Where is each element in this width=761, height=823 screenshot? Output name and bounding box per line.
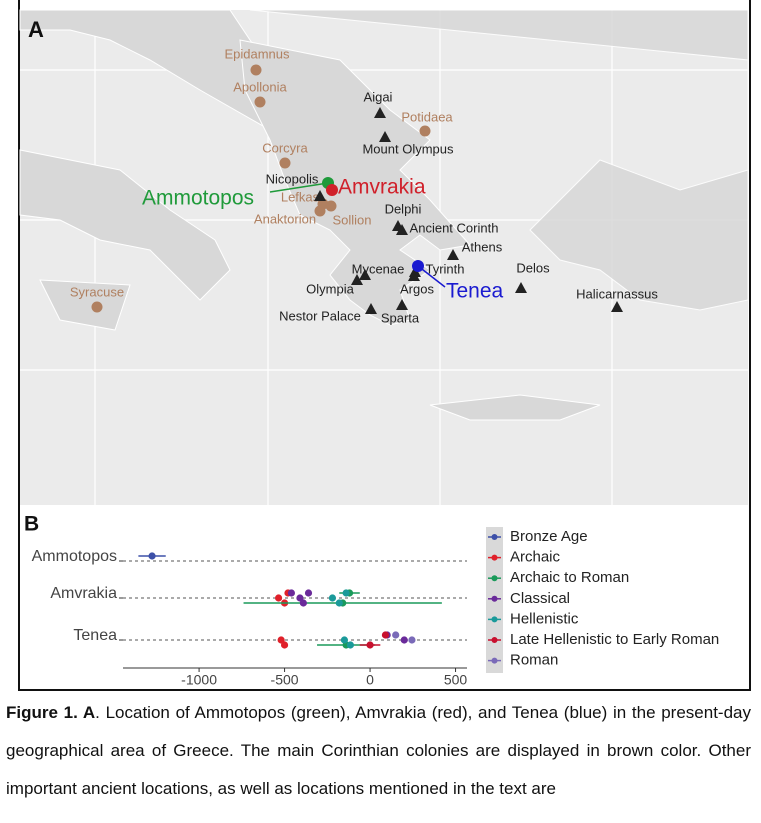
x-tick-label: -1000 [181,672,217,688]
legend-key [491,575,498,582]
location-label: Nicopolis [266,171,319,186]
location-marker [374,107,386,118]
data-point [299,599,307,607]
location-marker [379,131,391,142]
legend-label: Roman [510,652,558,669]
legend-key [491,534,498,540]
data-point [366,641,374,649]
colony-label: Apollonia [233,79,287,94]
panel-label: A [28,17,44,42]
legend-label: Archaic [510,549,561,566]
x-tick-label: -500 [271,672,299,688]
location-label: Nestor Palace [279,308,361,323]
location-marker [515,282,527,293]
data-point [148,552,156,560]
panel-label: B [24,513,39,536]
legend-key [491,616,498,623]
location-marker [611,301,623,312]
location-label: Mycenae [352,261,405,276]
site-label: Ammotopos [142,187,254,210]
data-point [335,599,343,607]
location-marker [365,303,377,314]
location-label: Delos [516,260,550,275]
colony-marker [250,64,262,76]
colony-marker [279,157,291,169]
caption: Figure 1. A. Location of Ammotopos (gree… [6,694,751,808]
y-tick-label: Ammotopos [32,548,117,565]
colony-label: Anaktorion [254,211,316,226]
colony-label: Corcyra [262,140,308,155]
location-marker [408,270,420,281]
legend-label: Bronze Age [510,528,588,545]
data-point [346,641,354,649]
site-marker [412,260,424,272]
data-point [287,589,296,597]
legend-label: Hellenistic [510,610,579,627]
data-point [328,594,337,602]
site-label: Amvrakia [338,176,426,199]
legend-key [491,637,498,643]
location-label: Olympia [306,281,354,296]
location-marker [359,269,371,280]
caption-label: Figure 1. A [6,703,96,722]
location-marker [447,249,459,260]
location-label: Argos [400,281,434,296]
data-point [381,631,390,639]
colony-marker [254,96,266,108]
location-label: Tyrinth [425,261,464,276]
location-marker [396,299,408,310]
legend-key [491,554,498,561]
legend-label: Late Hellenistic to Early Roman [510,631,719,648]
data-point [392,631,400,639]
caption-text: . Location of Ammotopos (green), Amvraki… [6,703,752,798]
legend-label: Classical [510,590,570,607]
y-tick-label: Tenea [73,627,117,644]
location-label: Mount Olympus [362,141,454,156]
location-label: Aigai [364,89,393,104]
location-marker [351,274,363,285]
data-point [304,589,313,597]
x-tick-label: 500 [444,672,468,688]
data-point [280,641,289,649]
colony-label: Syracuse [70,284,124,299]
location-label: Athens [462,239,503,254]
location-label: Sparta [381,310,420,325]
legend-label: Archaic to Roman [510,569,629,586]
colony-label: Lefkas [281,189,320,204]
colony-label: Epidamnus [224,46,290,61]
location-label: Ancient Corinth [410,220,499,235]
colony-marker [419,125,431,137]
site-leader [269,182,329,193]
location-marker [396,224,408,235]
legend-key [491,657,498,664]
location-label: Halicarnassus [576,286,658,301]
colony-marker [314,205,326,217]
colony-marker [325,200,337,212]
y-tick-label: Amvrakia [50,585,117,602]
legend-key [491,595,498,602]
data-point [340,636,349,644]
data-point [408,636,416,644]
colony-label: Sollion [332,212,371,227]
data-point [342,589,350,597]
x-tick-label: 0 [366,672,374,688]
data-point [274,594,283,602]
figure: A B Epidamnus Apollonia Potidaea Corcyra Lef… [18,0,751,691]
site-label: Tenea [446,280,504,303]
site-marker [326,184,338,196]
location-marker [314,190,326,201]
colony-label: Potidaea [401,109,453,124]
colony-marker [91,301,103,313]
location-label: Delphi [385,201,422,216]
data-point [400,636,408,644]
